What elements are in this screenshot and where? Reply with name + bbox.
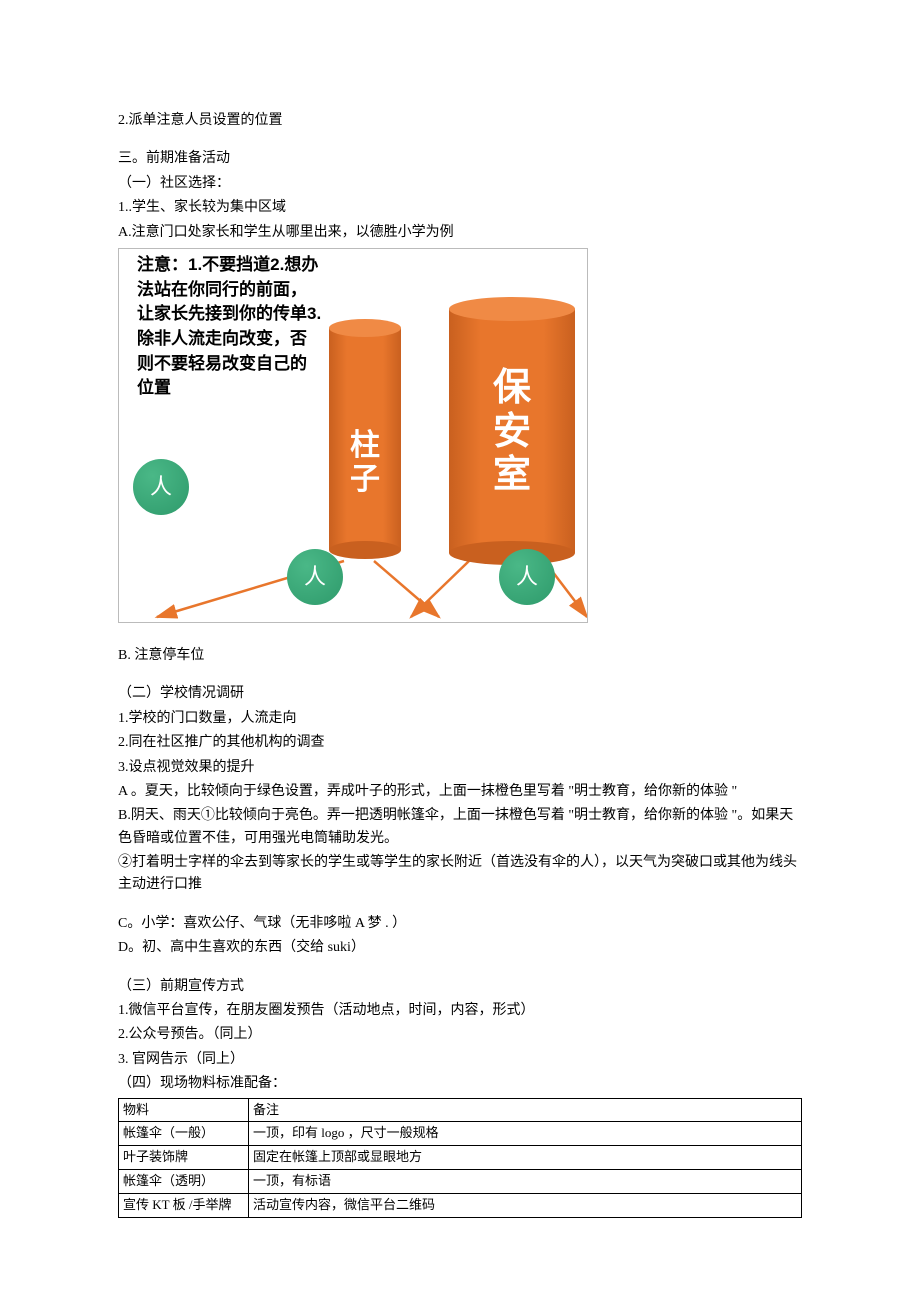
- table-cell: 活动宣传内容，微信平台二维码: [249, 1193, 802, 1217]
- table-row: 帐篷伞（一般）一顶，印有 logo ，尺寸一般规格: [119, 1122, 802, 1146]
- table-cell: 帐篷伞（一般）: [119, 1122, 249, 1146]
- position-diagram: 注意：1.不要挡道2.想办法站在你同行的前面，让家长先接到你的传单3.除非人流走…: [118, 248, 588, 623]
- person-marker: 人: [133, 459, 189, 515]
- person-marker: 人: [499, 549, 555, 605]
- table-cell: 帐篷伞（透明）: [119, 1169, 249, 1193]
- s3-2-c: C。小学：喜欢公仔、气球（无非哆啦 A 梦 . ）: [118, 913, 802, 935]
- table-row: 宣传 KT 板 /手举牌活动宣传内容，微信平台二维码: [119, 1193, 802, 1217]
- s3-1-1: 1..学生、家长较为集中区域: [118, 197, 802, 219]
- heading-2: 2.派单注意人员设置的位置: [118, 110, 802, 132]
- pillar-bottom: [329, 541, 401, 559]
- table-cell: 一顶，有标语: [249, 1169, 802, 1193]
- section3-title: 三。前期准备活动: [118, 148, 802, 170]
- table-row: 叶子装饰牌固定在帐篷上顶部或显眼地方: [119, 1146, 802, 1170]
- s3-3-2: 2.公众号预告。（同上）: [118, 1024, 802, 1046]
- diagram-note: 注意：1.不要挡道2.想办法站在你同行的前面，让家长先接到你的传单3.除非人流走…: [137, 253, 323, 401]
- table-cell: 一顶，印有 logo ，尺寸一般规格: [249, 1122, 802, 1146]
- s3-3-title: （三）前期宣传方式: [118, 976, 802, 998]
- table-cell: 宣传 KT 板 /手举牌: [119, 1193, 249, 1217]
- s3-1-a: A.注意门口处家长和学生从哪里出来，以德胜小学为例: [118, 222, 802, 244]
- s3-2-2: 2.同在社区推广的其他机构的调查: [118, 732, 802, 754]
- pillar-cylinder: 柱子: [329, 319, 401, 559]
- table-header-cell: 物料: [119, 1098, 249, 1122]
- person-marker: 人: [287, 549, 343, 605]
- materials-table: 物料备注帐篷伞（一般）一顶，印有 logo ，尺寸一般规格叶子装饰牌固定在帐篷上…: [118, 1098, 802, 1218]
- guard-cylinder: 保安室: [449, 297, 575, 565]
- s3-2-1: 1.学校的门口数量，人流走向: [118, 708, 802, 730]
- s3-3-1: 1.微信平台宣传，在朋友圈发预告（活动地点，时间，内容，形式）: [118, 1000, 802, 1022]
- table-header-cell: 备注: [249, 1098, 802, 1122]
- s3-2-d: D。初、高中生喜欢的东西（交给 suki）: [118, 937, 802, 959]
- pillar-top: [329, 319, 401, 337]
- table-cell: 叶子装饰牌: [119, 1146, 249, 1170]
- s3-2-title: （二）学校情况调研: [118, 683, 802, 705]
- flow-arrow: [374, 561, 439, 617]
- s3-2-b: B.阴天、雨天①比较倾向于亮色。弄一把透明帐篷伞，上面一抹橙色写着 "明士教育，…: [118, 805, 802, 850]
- s3-4-title: （四）现场物料标准配备：: [118, 1073, 802, 1095]
- s3-1-title: （一）社区选择：: [118, 173, 802, 195]
- s3-2-b2: ②打着明士字样的伞去到等家长的学生或等学生的家长附近（首选没有伞的人），以天气为…: [118, 852, 802, 897]
- table-row: 物料备注: [119, 1098, 802, 1122]
- guard-top: [449, 297, 575, 321]
- s3-2-a: A 。夏天，比较倾向于绿色设置，弄成叶子的形式，上面一抹橙色里写着 "明士教育，…: [118, 781, 802, 803]
- s3-2-3: 3.设点视觉效果的提升: [118, 757, 802, 779]
- table-row: 帐篷伞（透明）一顶，有标语: [119, 1169, 802, 1193]
- s3-3-3: 3. 官网告示（同上）: [118, 1049, 802, 1071]
- s3-1-b: B. 注意停车位: [118, 645, 802, 667]
- guard-label: 保安室: [449, 367, 575, 498]
- flow-arrow: [411, 561, 469, 617]
- pillar-label: 柱子: [329, 429, 401, 498]
- table-cell: 固定在帐篷上顶部或显眼地方: [249, 1146, 802, 1170]
